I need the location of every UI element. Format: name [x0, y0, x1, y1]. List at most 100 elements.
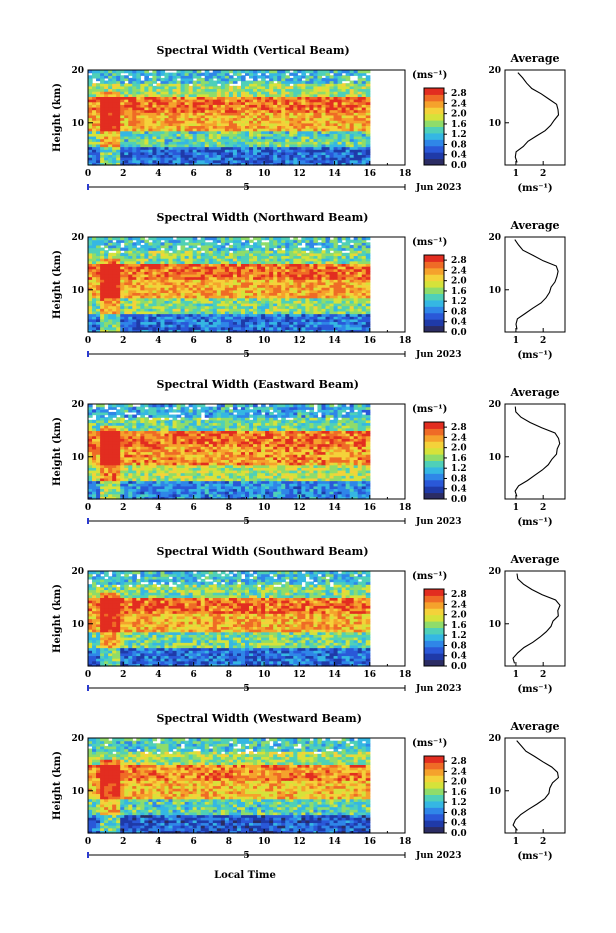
heatmap-cell — [193, 250, 198, 253]
heatmap-cell — [265, 242, 270, 245]
heatmap-cell — [233, 86, 238, 89]
heatmap-cell — [305, 253, 310, 256]
heatmap-cell — [350, 245, 355, 248]
heatmap-cell — [321, 78, 326, 81]
heatmap-cell — [177, 81, 182, 84]
heatmap-cell — [160, 250, 165, 253]
heatmap-cell — [209, 242, 214, 245]
heatmap-cell — [281, 250, 286, 253]
heatmap-cell — [261, 248, 266, 251]
x-tick-label: 14 — [328, 169, 341, 179]
average-y-tick-label: 10 — [488, 119, 501, 129]
colorbar-tick-label: 2.4 — [451, 99, 467, 109]
heatmap-cell — [229, 253, 234, 256]
heatmap-cell — [213, 81, 218, 84]
heatmap-cell — [120, 253, 125, 256]
heatmap-cell — [140, 81, 145, 84]
colorbar-tick-label: 0.0 — [451, 161, 467, 171]
heatmap-cell — [338, 245, 343, 248]
heatmap-cell — [241, 75, 246, 78]
panel-title: Spectral Width (Vertical Beam) — [157, 44, 350, 57]
average-title: Average — [509, 52, 559, 65]
heatmap-cell — [201, 78, 206, 81]
y-tick-label: 10 — [71, 119, 84, 129]
average-y-tick-label: 20 — [488, 66, 501, 76]
heatmap-cell — [362, 78, 367, 81]
x-tick-label: 18 — [399, 169, 412, 179]
heatmap-cell — [156, 83, 161, 86]
x-tick-label: 10 — [258, 169, 271, 179]
heatmap-cell — [104, 250, 109, 253]
heatmap-cell — [257, 81, 262, 84]
heatmap-cell — [229, 86, 234, 89]
x-tick-label: 16 — [364, 169, 377, 179]
heatmap-cell — [265, 75, 270, 78]
heatmap-cell — [289, 86, 294, 89]
heatmap-cell — [285, 75, 290, 78]
heatmap-cell — [124, 75, 129, 78]
colorbar-segment — [424, 146, 444, 153]
panel-title: Spectral Width (Northward Beam) — [157, 211, 369, 224]
heatmap-cell — [177, 250, 182, 253]
x-tick-label: 4 — [155, 169, 161, 179]
heatmap-cell — [140, 245, 145, 248]
heatmap-cell — [301, 248, 306, 251]
heatmap-cell — [297, 75, 302, 78]
heatmap-cell — [249, 245, 254, 248]
heatmap-cell — [124, 83, 129, 86]
heatmap-cell — [241, 242, 246, 245]
heatmap-cell — [148, 73, 153, 76]
heatmap-cell — [197, 240, 202, 243]
colorbar-segment — [424, 101, 444, 108]
heatmap-cell — [289, 78, 294, 81]
colorbar-tick-label: 0.4 — [451, 151, 467, 161]
heatmap-cell — [201, 253, 206, 256]
heatmap-cell — [112, 253, 117, 256]
heatmap-cell — [136, 248, 141, 251]
heatmap-cell — [229, 245, 234, 248]
heatmap-cell — [120, 248, 125, 251]
heatmap-cell — [321, 250, 326, 253]
date-label: Jun 2023 — [415, 183, 462, 193]
heatmap-cell — [346, 253, 351, 256]
heatmap-cell — [209, 73, 214, 76]
heatmap-cell — [245, 250, 250, 253]
heatmap-cell — [148, 78, 153, 81]
heatmap-cell — [185, 242, 190, 245]
heatmap-cell — [148, 242, 153, 245]
heatmap-cell — [317, 242, 322, 245]
heatmap-cell — [330, 240, 335, 243]
heatmap-cell — [297, 248, 302, 251]
heatmap-cell — [342, 83, 347, 86]
heatmap-cell — [112, 242, 117, 245]
heatmap-cell — [257, 75, 262, 78]
heatmap-cell — [128, 78, 133, 81]
heatmap-cell — [317, 248, 322, 251]
heatmap-cell — [169, 253, 174, 256]
heatmap-cell — [164, 73, 169, 76]
heatmap-cell — [249, 81, 254, 84]
heatmap-cell — [342, 75, 347, 78]
heatmap-cell — [205, 242, 210, 245]
heatmap-cell — [237, 86, 242, 89]
heatmap-cell — [350, 81, 355, 84]
colorbar-segment — [424, 133, 444, 140]
colorbar-tick-label: 0.8 — [451, 140, 467, 150]
average-profile-line — [515, 73, 558, 163]
heatmap-cell — [346, 83, 351, 86]
heatmap-cell — [160, 78, 165, 81]
heatmap-cell — [88, 75, 93, 78]
heatmap-cell — [152, 86, 157, 89]
colorbar-segment — [424, 88, 444, 95]
y-axis-label: Height (km) — [52, 83, 63, 152]
heatmap-cell — [96, 83, 101, 86]
heatmap-cell — [160, 242, 165, 245]
heatmap-cell — [313, 248, 318, 251]
heatmap-cell — [229, 75, 234, 78]
heatmap-cell — [261, 242, 266, 245]
heatmap-cell — [233, 78, 238, 81]
heatmap-cell — [350, 240, 355, 243]
heatmap-cell — [132, 242, 137, 245]
